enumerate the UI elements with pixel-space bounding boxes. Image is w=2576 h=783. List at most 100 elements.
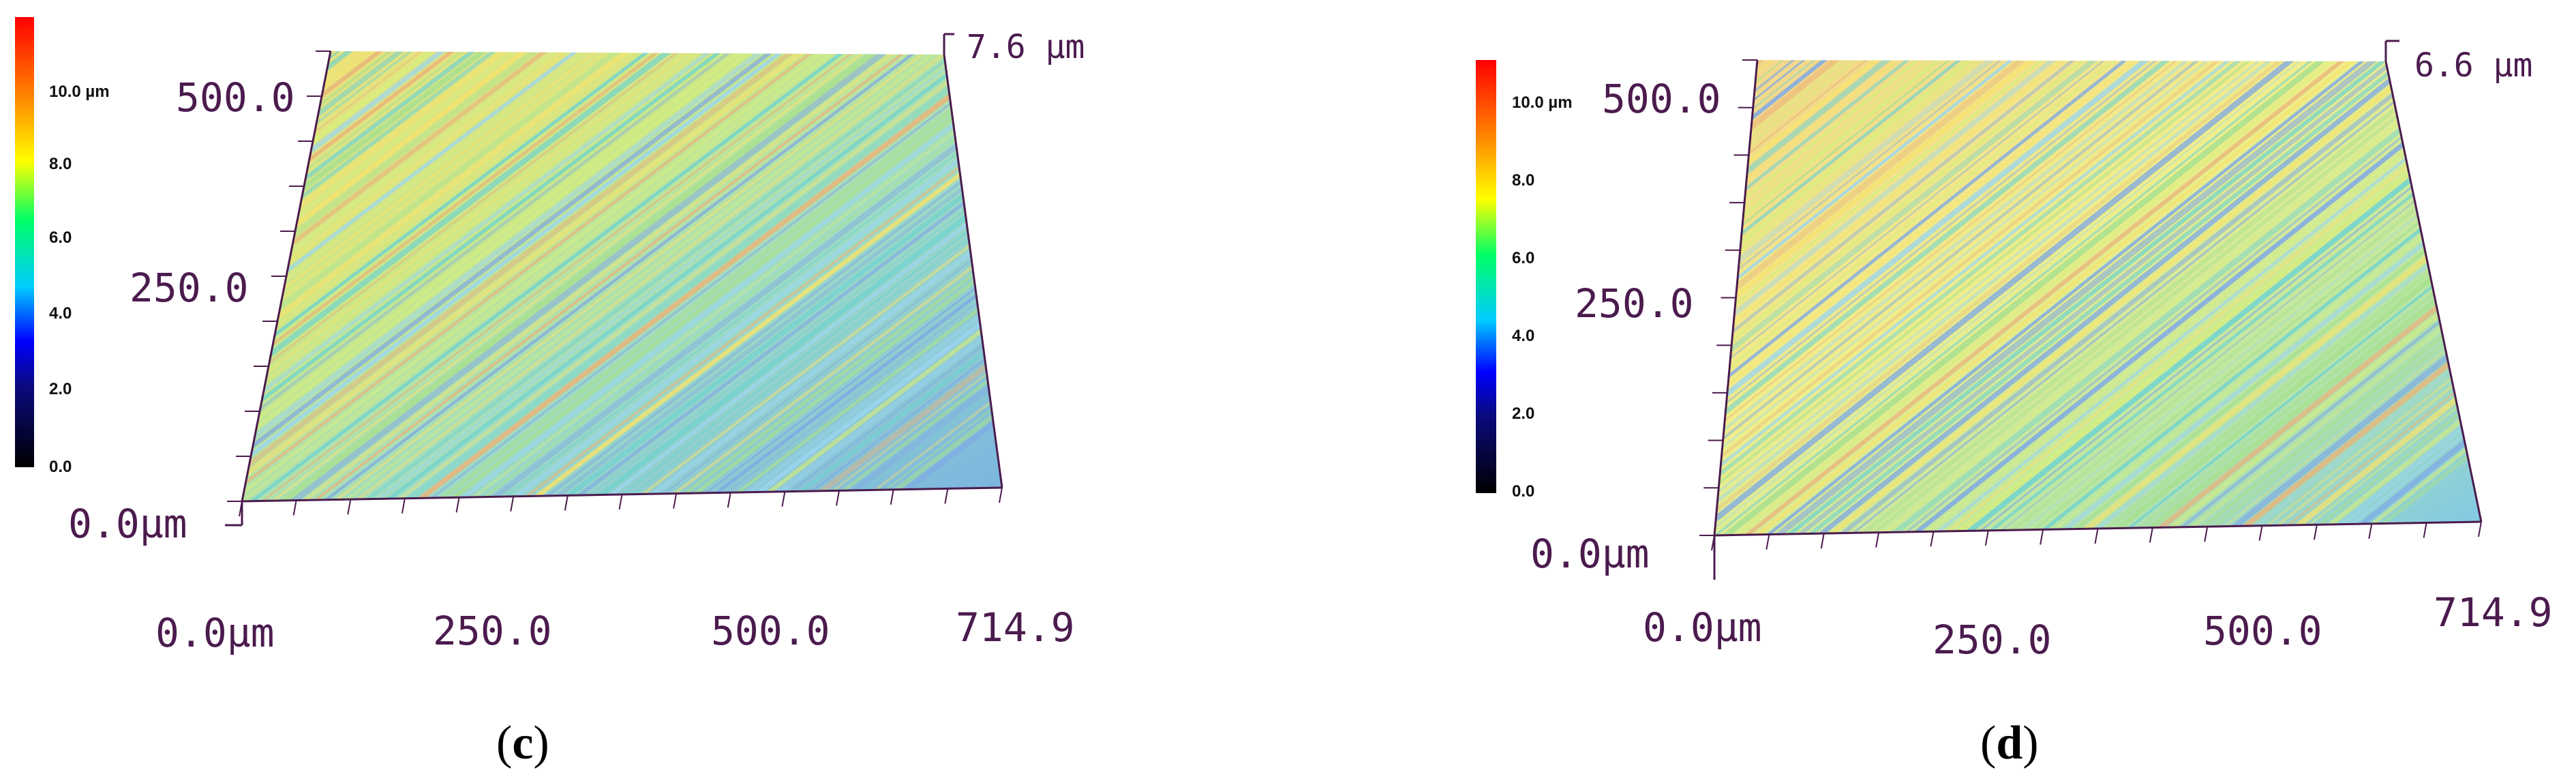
surface-scratch [1714,60,2126,535]
surface-scratch [472,51,1002,501]
surface-scratch [1714,60,2157,535]
surface-scratch [1982,60,2481,535]
surface-scratch [741,51,1002,501]
colorbar-d-gradient [1476,60,1496,493]
surface-scratch [1714,60,2033,535]
surface-scratch [242,51,560,501]
surface-scratch [349,51,1002,501]
surface-scratch [242,51,745,501]
surface-scratch [242,51,517,501]
surface-scratch [1940,60,2481,535]
surface-scratch [242,51,859,501]
surface-scratch [242,51,890,501]
surface-scratch [1714,60,2209,535]
axis-tick [999,487,1003,503]
surface-scratch [1714,60,2312,535]
caption-c-letter: c [512,717,533,769]
surface-scratch [576,51,1002,501]
surface-scratch [720,51,1002,501]
surface-scratch [669,51,1002,501]
axis-tick [1984,530,1989,546]
caption-c-close: ) [533,717,549,769]
surface-scratch [2033,60,2481,535]
surface-scratch [242,51,569,501]
axis-tick [2149,527,2153,543]
colorbar-d: 0.0 2.0 4.0 6.0 8.0 10.0 µm [1476,60,1573,501]
axis-tick [2313,525,2318,540]
surface-scratch [242,51,868,501]
surface-scratch [242,51,714,501]
axis-tick [2258,525,2263,541]
axis-tick [455,497,460,513]
x-tick-500-d: 500.0 [2203,608,2322,654]
surface-scratch [277,51,961,501]
surface-scratch [1714,60,2354,535]
z-max-label-d: 6.6 µm [2414,46,2532,85]
surface-scratch [1714,60,2188,535]
surface-scratch [2063,60,2481,535]
axis-tick [2368,523,2373,540]
surface-scratch [1714,60,2271,535]
x-tick-714-c: 714.9 [956,604,1075,651]
axis-tick [239,501,243,517]
surface-scratch [242,51,806,501]
surface-scratch [504,51,1002,501]
axis-tick [401,498,406,514]
colorbar-c-label-6: 6.0 [49,228,72,247]
colorbar-c-label-10: 10.0 µm [49,83,110,101]
surface-scratch [2146,60,2481,535]
surface-scratch [1825,60,2481,535]
surface-scratch [1714,60,2053,535]
surface-scratch [2291,60,2481,535]
surface-scratch [596,51,1002,501]
caption-d: (d) [1980,717,2039,769]
surface-scratch [792,51,1002,501]
colorbar-c: 0.0 2.0 4.0 6.0 8.0 10.0 µm [15,17,110,476]
y-tick-250-d: 250.0 [1575,280,1694,327]
surface-scratch [2178,60,2481,535]
axis-tick [2478,521,2482,537]
colorbar-d-label-0: 0.0 [1512,482,1534,501]
axis-tick [1875,532,1880,548]
surface-scratch [1714,60,2178,535]
colorbar-c-label-8: 8.0 [49,155,72,173]
surface-scratch [1804,60,2481,535]
surface-scratch [242,51,684,501]
surface-scratch [1714,60,1877,535]
axis-tick [347,499,352,515]
surface-scratch [2001,60,2481,535]
surface-scratch [242,51,703,501]
surface-scratch [2022,60,2481,535]
surface-scratch [2074,60,2481,535]
surface-scratch [823,51,1002,501]
surface-scratch [1714,60,1992,535]
axis-tick [2204,526,2209,542]
x-tick-0-d: 0.0µm [1643,604,1762,651]
colorbar-d-label-6: 6.0 [1512,249,1534,267]
surface-scratch [1714,60,1888,535]
panel-c: 0.0 2.0 4.0 6.0 8.0 10.0 µm 7.6 µm 500.0… [15,17,1085,769]
surface-scratch [1714,60,2344,535]
surface-scratch [2219,60,2481,535]
surface-scratch [2249,60,2481,535]
axis-tick [510,496,515,512]
surface-scratch [2157,60,2481,535]
surface-scratch [242,51,549,501]
surface-scratch [242,51,476,501]
surface-scratch [1732,60,2416,535]
y-tick-250-c: 250.0 [130,265,249,311]
axis-tick [1930,531,1935,547]
surface-scratch [1714,60,2240,535]
surface-scratch [1918,60,2481,535]
surface-scratch [242,51,487,501]
colorbar-d-label-8: 8.0 [1512,171,1534,190]
colorbar-d-label-10: 10.0 µm [1512,93,1573,112]
surface-scratch [242,51,920,501]
surface-scratch [1714,60,2282,535]
surface-map-d [1714,60,2481,535]
axis-tick [781,491,786,507]
surface-scratch [761,51,1002,501]
surface-scratch [1960,60,2481,535]
surface-scratch [2312,60,2481,535]
surface-scratch [242,51,652,501]
